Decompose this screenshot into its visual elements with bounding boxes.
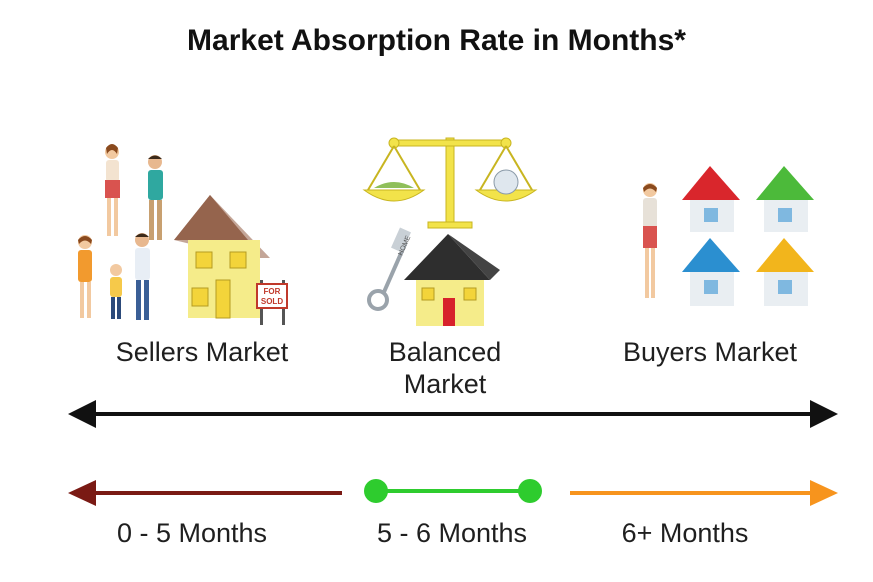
house-icon [404,234,500,326]
person-icon [148,155,163,240]
balanced-range-label: 5 - 6 Months [376,518,528,548]
sellers-range-label: 0 - 5 Months [116,518,268,548]
sold-sign-text: SOLD [261,297,283,306]
balanced-market-label-line1: Balanced [388,337,502,367]
house-icon-blue [682,238,740,306]
house-icon-red [682,166,740,232]
house-icon-yellow [756,238,814,306]
buyers-range-arrow [570,480,838,506]
sellers-range-arrow [68,480,342,506]
right-arrowhead [810,400,838,428]
range-endpoint-dot [518,479,542,503]
person-icon [110,264,122,319]
page-title: Market Absorption Rate in Months* [187,24,686,57]
house-icon [174,195,270,319]
sold-sign-icon: FOR SOLD [256,280,288,325]
buyers-market-illustration [643,166,814,306]
balanced-market-label: Balanced Market [345,336,545,400]
person-icon [78,235,92,318]
sellers-market-illustration: FOR SOLD [78,144,288,325]
house-icon-green [756,166,814,232]
range-endpoint-dot [364,479,388,503]
sold-sign-top-text: FOR [264,287,281,296]
buyers-range-label: 6+ Months [621,518,749,548]
scale-icon [362,137,538,229]
balanced-range-segment [364,479,542,503]
person-icon [105,144,120,236]
buyers-market-label: Buyers Market [622,337,798,367]
balanced-market-illustration: HOME [362,137,538,326]
person-icon [135,233,150,320]
person-icon [643,183,657,298]
balanced-market-label-line2: Market [403,369,487,399]
left-arrowhead [68,400,96,428]
sellers-market-label: Sellers Market [115,337,289,367]
